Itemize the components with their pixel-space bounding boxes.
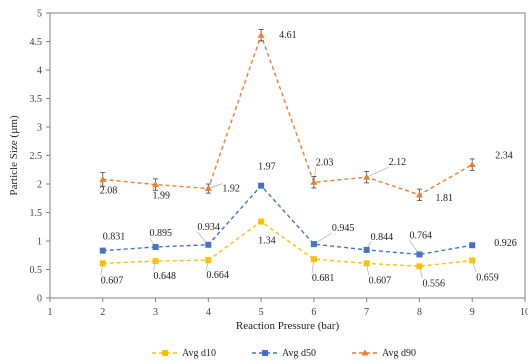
data-point [310,178,318,185]
data-point [469,257,476,264]
data-point [363,260,370,267]
data-labels: 0.607 0.648 0.664 1.34 0.681 0.607 0.556 0.659 0… [100,30,517,289]
legend-label: Avg d10 [182,348,216,359]
data-label-leader [208,183,223,189]
data-label: 2.34 [495,151,513,162]
data-point [152,258,159,265]
data-point [469,242,476,249]
data-point [99,175,107,182]
series-avg-d10 [99,218,476,270]
data-point [204,185,212,192]
data-point [258,218,265,225]
data-label: 2.03 [316,157,334,168]
data-point [363,246,370,253]
line-avg-d90 [102,33,473,196]
data-label: 0.556 [422,278,445,289]
data-label: 4.61 [279,30,297,41]
series-avg-d90 [99,29,476,201]
axes: 0 0.5 1 1.5 2 2.5 3 3.5 4 4.5 5 1 2 3 4 5 6 7 8 9 10 [30,9,528,319]
y-axis-title: Particle Size (µm) [8,115,20,196]
data-point [152,181,160,188]
data-label: 0.945 [332,223,355,234]
y-tick-label: 0 [37,294,42,305]
y-tick-label: 0.5 [30,265,43,276]
x-tick-label: 8 [417,307,422,318]
legend-marker [262,350,268,356]
data-point [152,243,159,250]
data-point [310,256,317,263]
data-point [363,173,371,180]
data-label: 0.664 [206,270,229,281]
x-tick-label: 6 [311,307,316,318]
data-label: 0.607 [369,275,392,286]
data-label: 0.844 [371,232,394,243]
data-label: 0.831 [103,232,126,243]
data-point [99,260,106,267]
line-avg-d10 [102,220,473,268]
data-label: 1.34 [258,236,276,247]
data-label: 1.97 [258,162,276,173]
y-tick-label: 2 [37,180,42,191]
x-tick-label: 5 [259,307,264,318]
data-point [99,247,106,254]
y-tick-label: 1.5 [30,208,43,219]
data-label: 0.659 [476,272,499,283]
data-point [468,161,476,168]
data-label: 2.12 [389,157,407,168]
data-label: 1.92 [222,184,240,195]
legend-label: Avg d90 [382,348,416,359]
data-label: 0.648 [154,271,177,282]
data-point [257,31,265,38]
y-tick-label: 5 [37,9,42,20]
data-label: 0.895 [150,228,173,239]
data-label: 1.99 [153,191,171,202]
x-tick-label: 4 [206,307,211,318]
data-point [415,191,423,198]
y-tick-label: 3 [37,123,42,134]
x-axis-title: Reaction Pressure (bar) [236,320,340,332]
data-point [205,241,212,248]
x-tick-label: 2 [100,307,105,318]
series-avg-d50 [99,182,476,258]
data-point [310,241,317,248]
legend-label: Avg d50 [282,348,316,359]
y-tick-label: 3.5 [30,94,43,105]
x-tick-label: 9 [470,307,475,318]
data-point [205,257,212,264]
legend-marker [162,350,168,356]
data-label: 1.81 [435,193,453,204]
data-point [416,251,423,258]
x-tick-label: 10 [520,307,528,318]
y-tick-label: 2.5 [30,151,43,162]
data-label: 0.934 [197,222,220,233]
x-tick-label: 3 [153,307,158,318]
data-point [416,263,423,270]
data-label-leader [366,166,389,178]
data-label: 0.607 [101,275,124,286]
x-tick-label: 1 [48,307,53,318]
y-tick-label: 4.5 [30,37,43,48]
data-label: 2.08 [100,185,118,196]
y-tick-label: 1 [37,237,42,248]
data-label: 0.764 [409,230,432,241]
data-point [258,182,265,189]
data-label: 0.681 [312,273,335,284]
data-label: 0.926 [494,238,517,249]
legend: Avg d10 Avg d50 Avg d90 [152,348,416,359]
series-layer [99,29,476,270]
line-avg-d50 [102,184,473,256]
legend-marker [361,349,369,356]
y-tick-label: 4 [37,66,42,77]
x-tick-label: 7 [364,307,369,318]
